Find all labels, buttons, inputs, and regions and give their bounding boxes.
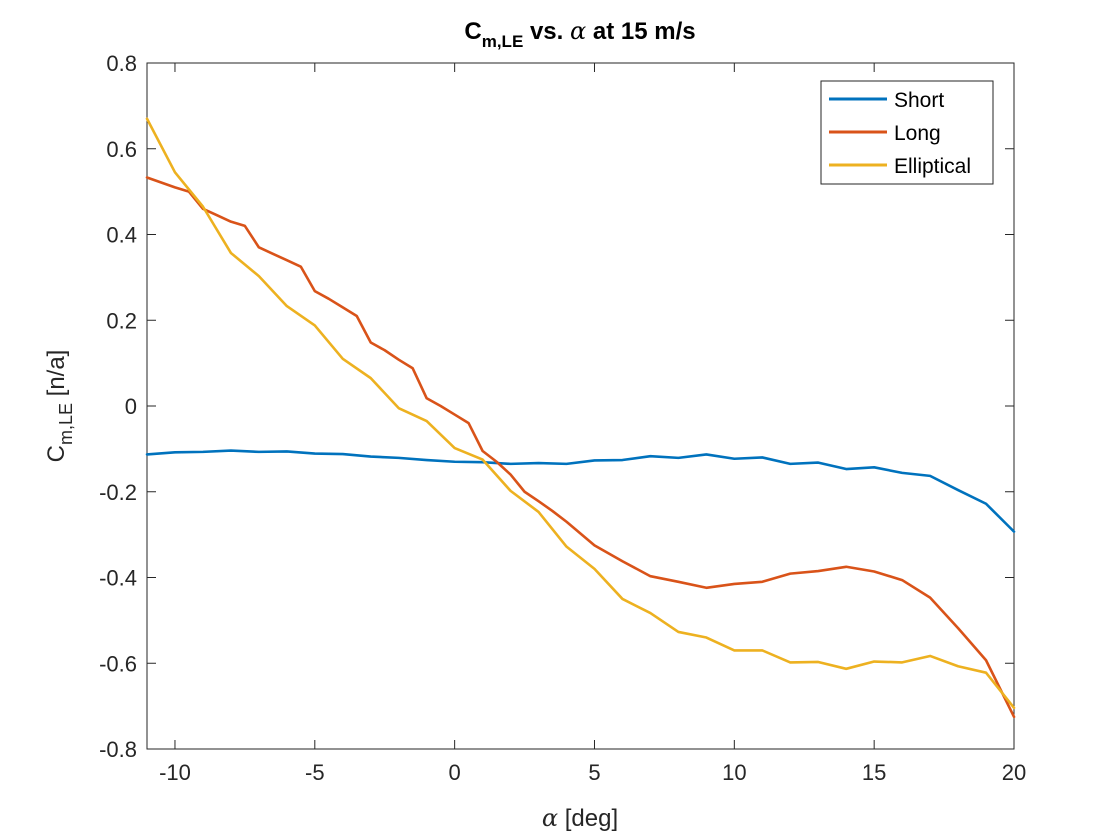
y-tick-label: -0.6	[99, 651, 137, 676]
y-axis-label: Cm,LE [n/a]	[43, 350, 76, 463]
title-alpha-symbol: α	[570, 17, 586, 45]
legend: Short Long Elliptical	[820, 80, 994, 185]
x-tick-label: 20	[1002, 760, 1026, 785]
title-mid: vs.	[523, 18, 570, 45]
y-axis-label-main: C	[43, 445, 70, 462]
ticks-group: -10 -5 0 5 10 15 20 -0.8 -0.6 -0.4 -0.2 0 0.2 0.4 0.6 0…	[99, 51, 1026, 785]
x-tick-label: -5	[305, 760, 325, 785]
title-main: C	[464, 18, 481, 45]
x-axis-label: α [deg]	[542, 804, 618, 832]
y-tick-label: -0.4	[99, 566, 137, 591]
y-tick-label: -0.8	[99, 737, 137, 762]
y-axis-label-subscript: m,LE	[56, 403, 76, 445]
x-tick-label: 10	[722, 760, 746, 785]
y-tick-label: -0.2	[99, 480, 137, 505]
legend-label-elliptical: Elliptical	[894, 155, 971, 178]
y-tick-label: 0.4	[106, 223, 137, 248]
y-tick-label: 0.8	[106, 51, 137, 76]
series-line-short	[145, 449, 1016, 533]
series-line-long	[145, 176, 1016, 719]
y-axis-label-suffix: [n/a]	[43, 350, 70, 403]
x-axis-alpha-symbol: α	[542, 804, 558, 832]
x-tick-label: 5	[588, 760, 600, 785]
x-tick-label: 0	[449, 760, 461, 785]
legend-label-short: Short	[894, 89, 944, 112]
title-subscript: m,LE	[482, 32, 524, 51]
x-axis-label-text: [deg]	[558, 805, 618, 832]
series-line-elliptical	[145, 117, 1016, 710]
x-tick-label: 15	[862, 760, 886, 785]
y-tick-label: 0.6	[106, 137, 137, 162]
chart-title: Cm,LE vs. α at 15 m/s	[464, 17, 695, 51]
x-tick-label: -10	[159, 760, 191, 785]
legend-label-long: Long	[894, 122, 941, 145]
series-group	[145, 117, 1016, 719]
title-suffix: at 15 m/s	[586, 18, 695, 45]
y-tick-label: 0	[125, 394, 137, 419]
y-tick-label: 0.2	[106, 308, 137, 333]
